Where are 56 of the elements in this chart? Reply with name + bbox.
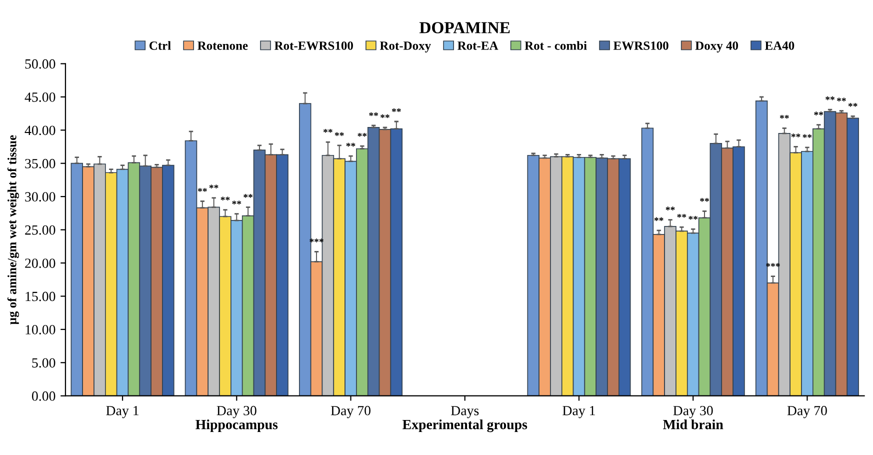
- data-label: **: [836, 98, 846, 102]
- legend-label: EA40: [764, 41, 794, 50]
- data-label: **: [334, 132, 344, 136]
- data-label: **: [826, 96, 834, 100]
- y-tick-label: 40.00: [24, 126, 56, 136]
- legend-label: Rot-Doxy: [380, 42, 431, 52]
- legend-label: Ctrl: [149, 41, 171, 50]
- data-label: **: [369, 112, 378, 116]
- data-label: **: [380, 114, 390, 118]
- data-label: **: [209, 184, 218, 188]
- data-label: **: [198, 188, 207, 192]
- data-label: **: [791, 134, 800, 138]
- legend-label: Doxy 40: [695, 41, 738, 52]
- data-label: **: [232, 200, 242, 204]
- y-tick-label: 10.00: [26, 325, 56, 334]
- y-tick-label: 35.00: [25, 158, 56, 168]
- legend-label: Rotenone: [198, 42, 248, 50]
- y-tick-label: 5.00: [32, 358, 56, 368]
- text: Hippocampus: [196, 419, 278, 432]
- data-label: **: [688, 216, 698, 220]
- text: Experimental groups: [402, 419, 528, 432]
- data-label: **: [814, 112, 824, 116]
- data-label: **: [220, 196, 230, 200]
- data-label: **: [677, 214, 686, 218]
- x-tick-label: Days: [451, 406, 479, 418]
- y-axis-title: µg of amine/gm wet weight of tissue: [7, 135, 19, 324]
- y-tick-label: 45.00: [24, 92, 56, 102]
- y-tick-label: 50.00: [25, 59, 56, 69]
- text: Mid brain: [663, 419, 724, 430]
- chart-title: DOPAMINE: [419, 22, 510, 34]
- legend-label: Rot - combi: [524, 41, 587, 50]
- y-tick-label: 30.00: [25, 192, 56, 202]
- data-label: **: [700, 198, 709, 202]
- x-tick-label: Day 30: [216, 406, 256, 418]
- x-tick-label: Day 70: [787, 406, 827, 418]
- y-tick-label: 15.00: [26, 292, 56, 302]
- x-tick-label: Day 1: [106, 406, 138, 418]
- legend-label: Rot-EWRS100: [274, 41, 353, 50]
- data-label: **: [666, 206, 675, 210]
- y-tick-label: 20.00: [25, 258, 56, 268]
- data-label: **: [244, 194, 253, 198]
- data-label: **: [346, 142, 356, 147]
- data-label: **: [323, 128, 332, 133]
- legend-label: EWRS100: [613, 41, 668, 50]
- data-label: **: [802, 134, 812, 138]
- data-label: **: [848, 103, 858, 107]
- data-label: **: [392, 108, 401, 112]
- x-tick-label: Day 30: [673, 406, 713, 418]
- data-label: **: [780, 115, 789, 119]
- y-tick-label: 25.00: [25, 225, 56, 235]
- legend-label: Rot-EA: [458, 42, 498, 50]
- data-label: **: [358, 132, 367, 137]
- x-tick-label: Day 70: [330, 406, 370, 418]
- data-label: **: [654, 217, 664, 221]
- y-tick-label: 0.00: [32, 391, 56, 401]
- x-tick-label: Day 1: [562, 406, 595, 418]
